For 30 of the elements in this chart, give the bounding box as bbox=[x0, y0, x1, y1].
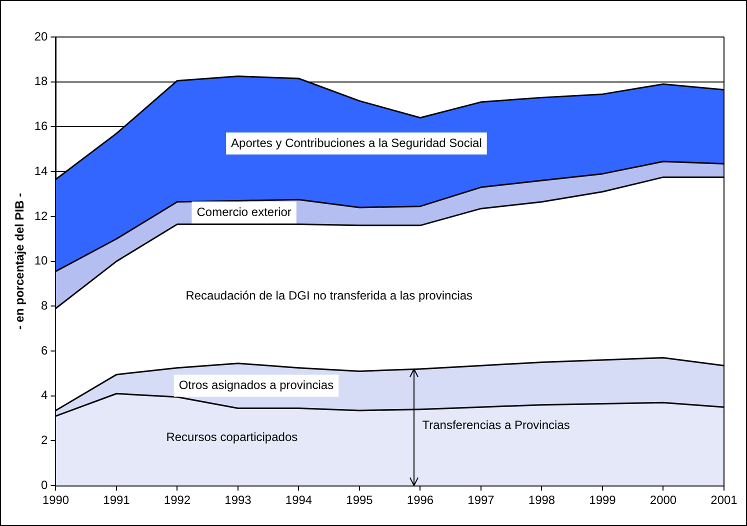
y-tick-label: 12 bbox=[34, 208, 48, 223]
x-tick-label: 1993 bbox=[224, 493, 252, 508]
series-label: Comercio exterior bbox=[196, 204, 292, 219]
y-tick-label: 20 bbox=[34, 29, 48, 44]
series-label: Recaudación de la DGI no transferida a las provincias bbox=[186, 288, 473, 302]
y-tick-label: 8 bbox=[41, 298, 48, 312]
x-tick-label: 2001 bbox=[710, 493, 738, 508]
y-axis-title: - en porcentaje del PIB - bbox=[12, 192, 27, 330]
y-tick-label: 0 bbox=[41, 478, 48, 492]
x-tick-label: 2000 bbox=[650, 493, 677, 508]
x-tick-label: 1992 bbox=[164, 493, 191, 508]
y-tick-label: 14 bbox=[34, 164, 48, 178]
x-tick-label: 1996 bbox=[406, 493, 434, 508]
y-tick-label: 4 bbox=[41, 388, 48, 402]
x-tick-label: 1997 bbox=[468, 493, 495, 508]
annotation: Transferencias a Provincias bbox=[422, 418, 570, 432]
x-tick-label: 1994 bbox=[285, 493, 312, 508]
y-tick-label: 6 bbox=[41, 343, 48, 358]
x-tick-label: 1998 bbox=[528, 493, 556, 508]
y-tick-label: 10 bbox=[34, 254, 48, 268]
x-tick-label: 1999 bbox=[589, 493, 616, 508]
x-tick-label: 1995 bbox=[346, 493, 374, 508]
x-tick-label: 1991 bbox=[103, 493, 130, 508]
series-label: Recursos coparticipados bbox=[166, 430, 298, 444]
x-tick-label: 1990 bbox=[42, 493, 70, 508]
y-tick-label: 18 bbox=[34, 74, 48, 88]
y-tick-label: 2 bbox=[41, 433, 48, 448]
series-label: Aportes y Contribuciones a la Seguridad Social bbox=[231, 136, 482, 150]
y-tick-label: 16 bbox=[34, 119, 48, 134]
series-label: Otros asignados a provincias bbox=[178, 378, 334, 392]
